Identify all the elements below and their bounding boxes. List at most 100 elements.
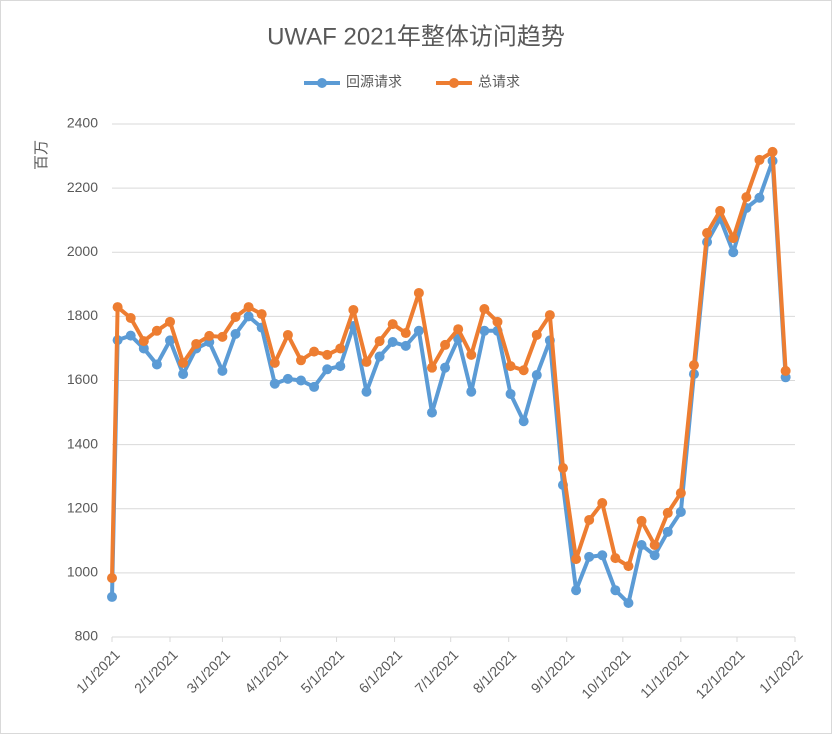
data-point: [675, 488, 686, 499]
legend-marker: [449, 78, 459, 88]
data-point: [165, 316, 176, 327]
data-point: [230, 329, 241, 340]
legend-label: 回源请求: [346, 74, 402, 90]
data-point: [413, 287, 424, 298]
data-point: [741, 192, 752, 203]
data-point: [309, 346, 320, 357]
y-tick-label: 2400: [67, 115, 98, 131]
data-point: [715, 205, 726, 216]
data-point: [649, 539, 660, 550]
data-point: [230, 312, 241, 323]
data-point: [544, 310, 555, 321]
data-point: [662, 526, 673, 537]
data-point: [256, 309, 267, 320]
data-point: [400, 340, 411, 351]
y-tick-label: 1000: [67, 564, 98, 580]
data-point: [322, 349, 333, 360]
data-point: [348, 304, 359, 315]
y-tick-label: 2000: [67, 243, 98, 259]
data-point: [426, 362, 437, 373]
data-point: [426, 407, 437, 418]
data-point: [584, 551, 595, 562]
data-point: [138, 343, 149, 354]
data-point: [505, 388, 516, 399]
data-point: [702, 228, 713, 239]
data-point: [479, 325, 490, 336]
data-point: [107, 591, 117, 602]
data-point: [754, 192, 765, 203]
data-point: [780, 365, 791, 376]
data-point: [282, 373, 293, 384]
data-point: [400, 328, 411, 339]
data-point: [361, 356, 372, 367]
y-tick-label: 2200: [67, 179, 98, 195]
data-point: [636, 539, 647, 550]
data-point: [479, 304, 490, 315]
data-point: [440, 339, 451, 350]
data-point: [597, 550, 608, 561]
data-point: [440, 362, 451, 373]
data-point: [675, 506, 686, 517]
data-point: [649, 550, 660, 561]
y-axis-label: 百万: [33, 140, 50, 170]
legend-marker: [317, 78, 327, 88]
data-point: [138, 336, 149, 347]
data-point: [728, 247, 739, 258]
data-point: [282, 329, 293, 340]
data-point: [610, 585, 621, 596]
data-point: [413, 325, 424, 336]
data-point: [584, 514, 595, 525]
data-point: [191, 338, 202, 349]
data-point: [466, 386, 477, 397]
data-point: [322, 364, 333, 375]
data-point: [518, 416, 529, 427]
data-point: [165, 335, 176, 346]
data-point: [610, 553, 621, 564]
data-point: [623, 561, 634, 572]
data-point: [531, 329, 542, 340]
data-point: [505, 361, 516, 372]
data-point: [374, 336, 385, 347]
data-point: [112, 302, 123, 313]
data-point: [387, 337, 398, 348]
data-point: [531, 370, 542, 381]
data-point: [335, 361, 346, 372]
data-point: [309, 381, 320, 392]
y-tick-label: 1400: [67, 435, 98, 451]
data-point: [217, 365, 228, 376]
data-point: [466, 349, 477, 360]
data-point: [335, 343, 346, 354]
data-point: [361, 386, 372, 397]
chart-title: UWAF 2021年整体访问趋势: [267, 23, 565, 50]
data-point: [623, 598, 634, 609]
legend-item: 回源请求: [304, 74, 402, 90]
data-point: [571, 585, 582, 596]
y-tick-label: 1800: [67, 307, 98, 323]
data-point: [728, 233, 739, 244]
data-point: [518, 365, 529, 376]
y-tick-label: 800: [75, 628, 99, 644]
data-point: [178, 357, 189, 368]
data-point: [597, 497, 608, 508]
y-tick-label: 1200: [67, 499, 98, 515]
data-point: [178, 369, 189, 380]
data-point: [295, 355, 306, 366]
data-point: [387, 319, 398, 330]
y-tick-label: 1600: [67, 371, 98, 387]
data-point: [269, 357, 280, 368]
data-point: [636, 515, 647, 526]
legend-item: 总请求: [436, 74, 520, 90]
data-point: [688, 360, 699, 371]
data-point: [571, 554, 582, 565]
data-point: [374, 351, 385, 362]
data-point: [204, 330, 215, 341]
data-point: [125, 330, 136, 341]
data-point: [453, 324, 464, 335]
data-point: [754, 154, 765, 165]
data-point: [125, 312, 136, 323]
data-point: [492, 316, 503, 327]
data-point: [767, 146, 778, 157]
data-point: [243, 311, 254, 322]
